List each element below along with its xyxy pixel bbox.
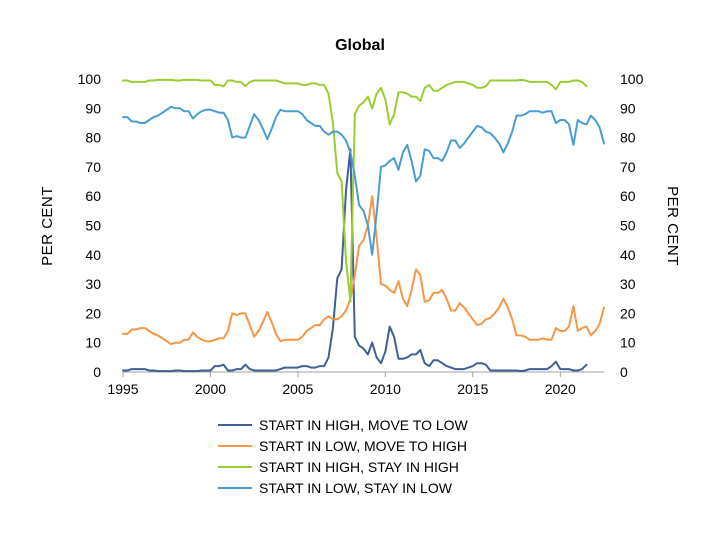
- series-line-2: [122, 195, 605, 346]
- legend-item: START IN HIGH, MOVE TO LOW: [218, 417, 469, 433]
- y-tick-label-left: 80: [85, 130, 101, 146]
- y-tick-label-right: 40: [620, 247, 636, 263]
- y-tick-label-left: 30: [85, 276, 101, 292]
- series-line-3: [122, 78, 588, 303]
- legend-item: START IN HIGH, STAY IN HIGH: [218, 459, 459, 475]
- legend-item: START IN LOW, STAY IN LOW: [218, 480, 453, 496]
- y-tick-label-right: 70: [620, 159, 636, 175]
- y-tick-label-left: 40: [85, 247, 101, 263]
- y-tick-label-left: 60: [85, 188, 101, 204]
- x-tick-label: 2015: [457, 381, 488, 397]
- y-tick-label-left: 20: [85, 305, 101, 321]
- y-tick-label-right: 100: [620, 71, 644, 87]
- y-tick-label-left: 100: [78, 71, 102, 87]
- y-tick-label-right: 60: [620, 188, 636, 204]
- right-y-axis: 0 10 20 30 40 50 60 70 80 90 100: [620, 71, 644, 380]
- legend-label: START IN LOW, MOVE TO HIGH: [259, 438, 467, 454]
- y-tick-label-left: 90: [85, 100, 101, 116]
- legend-item: START IN LOW, MOVE TO HIGH: [218, 438, 467, 454]
- y-tick-label-left: 50: [85, 218, 101, 234]
- x-tick-label: 2020: [545, 381, 576, 397]
- x-tick-label: 2005: [282, 381, 313, 397]
- legend-label: START IN LOW, STAY IN LOW: [259, 480, 453, 496]
- legend-label: START IN HIGH, STAY IN HIGH: [259, 459, 459, 475]
- x-tick-label: 1995: [107, 381, 138, 397]
- y-tick-label-right: 90: [620, 100, 636, 116]
- y-tick-label-left: 0: [93, 364, 101, 380]
- x-tick-label: 2010: [370, 381, 401, 397]
- chart-title: Global: [335, 37, 385, 54]
- y-tick-label-right: 50: [620, 218, 636, 234]
- y-tick-label-right: 20: [620, 305, 636, 321]
- x-axis: 1995 2000 2005 2010 2015 2020: [107, 371, 604, 397]
- left-y-axis: 0 10 20 30 40 50 60 70 80 90 100: [78, 71, 102, 380]
- y-tick-label-right: 10: [620, 335, 636, 351]
- plot-area: [122, 78, 605, 373]
- y-tick-label-right: 0: [620, 364, 628, 380]
- left-y-axis-title: PER CENT: [39, 186, 56, 266]
- series-line-4: [122, 105, 605, 256]
- legend-label: START IN HIGH, MOVE TO LOW: [259, 417, 469, 433]
- legend: START IN HIGH, MOVE TO LOW START IN LOW, …: [218, 417, 469, 496]
- y-tick-label-right: 80: [620, 130, 636, 146]
- right-y-axis-title: PER CENT: [664, 186, 681, 266]
- y-tick-label-left: 10: [85, 335, 101, 351]
- series-line-1: [122, 148, 588, 373]
- y-tick-label-right: 30: [620, 276, 636, 292]
- x-tick-label: 2000: [195, 381, 226, 397]
- y-tick-label-left: 70: [85, 159, 101, 175]
